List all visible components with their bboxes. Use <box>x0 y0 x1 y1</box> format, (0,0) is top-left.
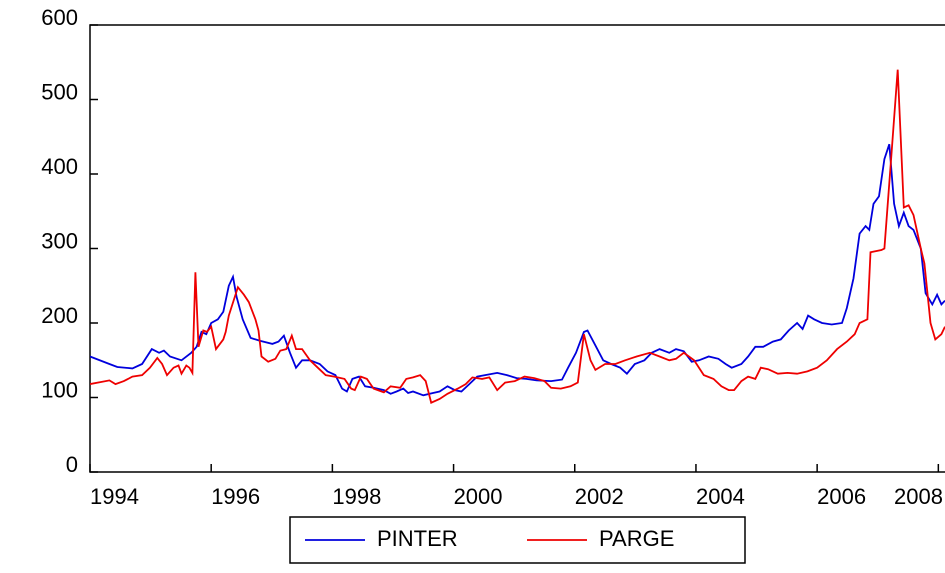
axis-frame <box>89 24 945 473</box>
x-tick-label: 2000 <box>454 484 503 509</box>
x-tick-label: 1994 <box>90 484 139 509</box>
x-tick-label: 1998 <box>332 484 381 509</box>
x-tick-label: 1996 <box>211 484 260 509</box>
x-tick-label: 2008 <box>894 484 943 509</box>
legend-box <box>289 516 746 564</box>
x-tick-label: 2006 <box>817 484 866 509</box>
y-tick-label: 0 <box>66 452 78 477</box>
x-tick-label: 2002 <box>575 484 624 509</box>
y-tick-label: 300 <box>41 228 78 253</box>
x-tick-label: 2004 <box>696 484 745 509</box>
y-tick-label: 600 <box>41 5 78 30</box>
y-tick-label: 200 <box>41 303 78 328</box>
series-line <box>90 143 945 397</box>
legend-label: PINTER <box>377 526 458 551</box>
y-tick-label: 100 <box>41 377 78 402</box>
y-tick-label: 400 <box>41 154 78 179</box>
series-line <box>90 69 945 404</box>
y-tick-label: 500 <box>41 79 78 104</box>
legend-label: PARGE <box>599 526 674 551</box>
